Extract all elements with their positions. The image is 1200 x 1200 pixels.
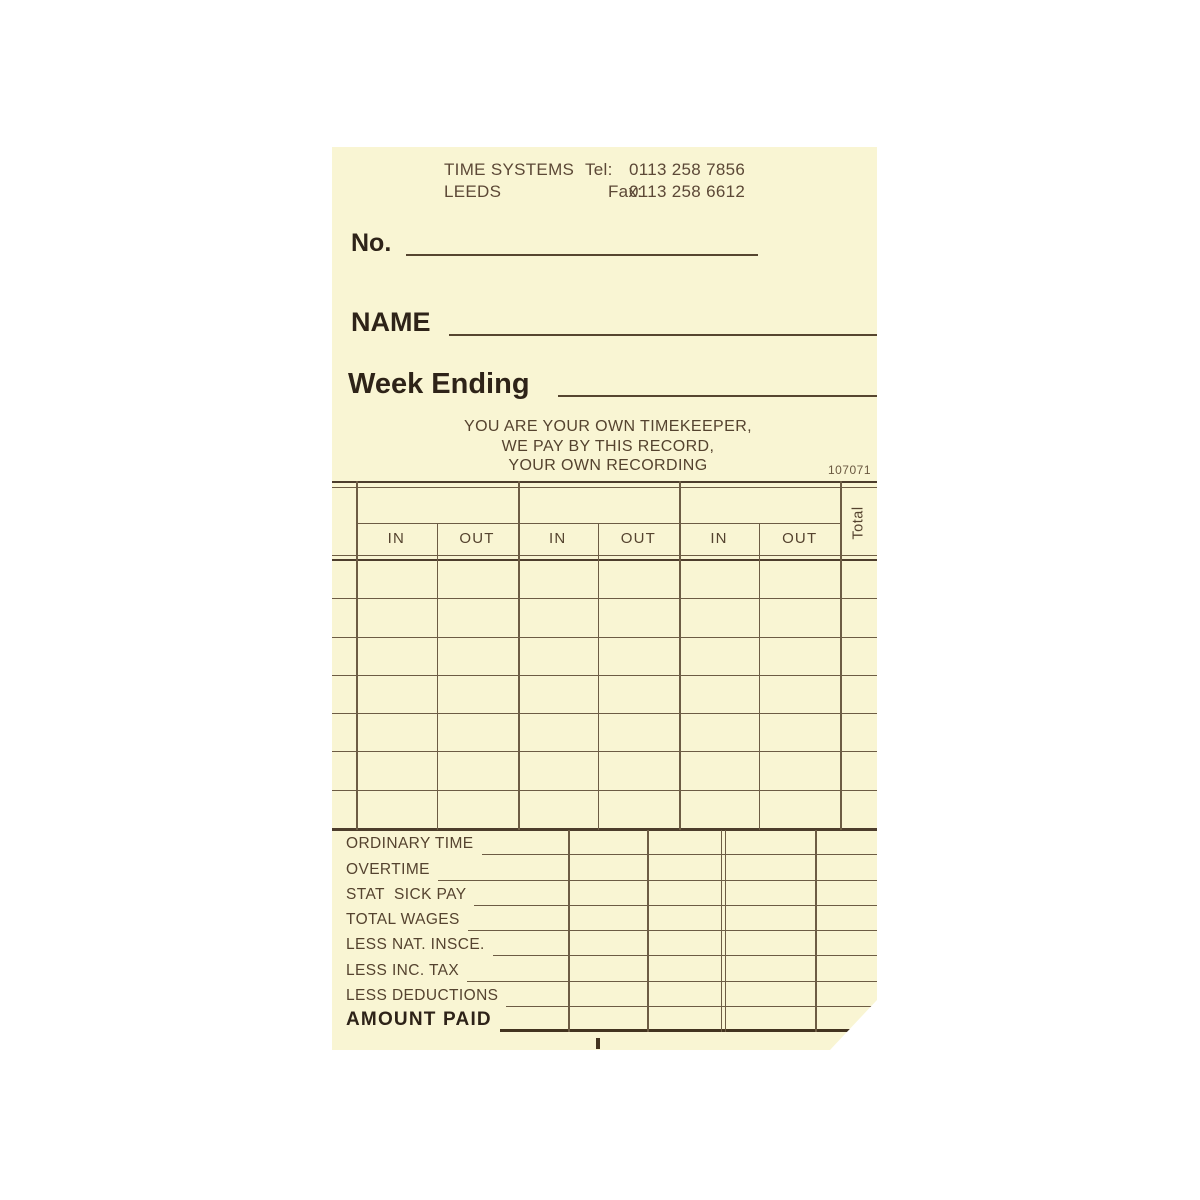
- summary-column-double-line: [724, 830, 726, 1032]
- serial-number: 107071: [827, 463, 871, 477]
- summary-column-line: [647, 830, 649, 1032]
- summary-write-in-line: [467, 906, 877, 931]
- table-row-line: [332, 598, 877, 600]
- name-field-line: [449, 334, 877, 336]
- tagline: YOU ARE YOUR OWN TIMEKEEPER, WE PAY BY T…: [422, 417, 794, 476]
- table-inout-divider-line: [437, 523, 439, 830]
- table-top-line-inner: [332, 486, 877, 488]
- table-inout-divider-line: [759, 523, 761, 830]
- no-field-label: No.: [351, 229, 392, 257]
- summary-row-overtime: OVERTIME: [332, 855, 877, 881]
- table-column-line: [840, 481, 842, 830]
- summary-write-in-line: [506, 982, 877, 1007]
- company-city: LEEDS: [444, 182, 502, 201]
- summary-row-less-inc-tax: LESS INC. TAX: [332, 956, 877, 982]
- summary-label-amount-paid: AMOUNT PAID: [346, 1009, 492, 1030]
- summary-write-in-line: [481, 830, 877, 856]
- table-column-line: [356, 481, 358, 830]
- table-bottom-line: [332, 828, 877, 831]
- table-column-headers: IN OUT IN OUT IN OUT: [356, 522, 840, 555]
- table-header-bottom-inner: [332, 555, 877, 557]
- table-inout-divider-line: [598, 523, 600, 830]
- table-header-bottom-outer: [332, 559, 877, 562]
- total-column-label: Total: [850, 506, 867, 540]
- summary-column-double-line: [720, 830, 722, 1032]
- total-column-header: Total: [840, 487, 877, 559]
- summary-label: OVERTIME: [346, 860, 430, 878]
- col-header-in: IN: [548, 530, 567, 547]
- company-name: TIME SYSTEMS: [444, 160, 575, 179]
- summary-write-in-line: [474, 881, 877, 906]
- summary-column-line: [815, 830, 817, 1032]
- tagline-line-2: WE PAY BY THIS RECORD,: [501, 437, 715, 455]
- summary-row-less-deductions: LESS DEDUCTIONS: [332, 982, 877, 1007]
- summary-label: ORDINARY TIME: [346, 835, 474, 853]
- summary-label: LESS INC. TAX: [346, 961, 460, 979]
- summary-write-in-line: [499, 1007, 877, 1032]
- table-top-line-outer: [332, 481, 877, 484]
- tel-value: 0113 258 7856: [629, 160, 746, 179]
- summary-row-less-nat-insce: LESS NAT. INSCE.: [332, 931, 877, 957]
- col-header-in: IN: [710, 530, 728, 547]
- summary-row-stat-sick-pay: STAT SICK PAY: [332, 881, 877, 906]
- col-header-out: OUT: [782, 530, 818, 547]
- summary-row-amount-paid: AMOUNT PAID: [332, 1007, 877, 1032]
- table-row-line: [332, 675, 877, 677]
- col-header-out: OUT: [459, 530, 495, 547]
- tel-label: Tel:: [585, 160, 613, 179]
- fax-label: Fax:: [608, 182, 643, 201]
- table-row-line: [332, 751, 877, 753]
- table-column-line: [518, 481, 520, 830]
- summary-column-line: [568, 830, 570, 1032]
- no-field-line: [406, 254, 758, 257]
- summary-label: TOTAL WAGES: [346, 911, 460, 928]
- registration-tick-mark: [596, 1038, 600, 1049]
- table-row-line: [332, 713, 877, 715]
- summary-label: LESS DEDUCTIONS: [346, 986, 499, 1004]
- tagline-line-3: YOUR OWN RECORDING: [508, 457, 708, 474]
- summary-label: STAT SICK PAY: [346, 885, 467, 903]
- week-ending-field-line: [558, 395, 877, 397]
- summary-row-ordinary-time: ORDINARY TIME: [332, 830, 877, 856]
- week-ending-field-label: Week Ending: [348, 368, 530, 400]
- summary-label: LESS NAT. INSCE.: [346, 936, 485, 954]
- table-row-line: [332, 637, 877, 639]
- table-row-line: [332, 790, 877, 792]
- time-card: TIME SYSTEMS Tel: 0113 258 7856 LEEDS Fa…: [332, 147, 877, 1050]
- col-header-in: IN: [387, 530, 406, 547]
- summary-write-in-line: [467, 956, 877, 982]
- name-field-label: NAME: [351, 307, 431, 337]
- summary-row-total-wages: TOTAL WAGES: [332, 906, 877, 931]
- table-column-line: [679, 481, 681, 830]
- col-header-out: OUT: [620, 530, 656, 547]
- tagline-line-1: YOU ARE YOUR OWN TIMEKEEPER,: [464, 418, 752, 435]
- summary-section: ORDINARY TIME OVERTIME STAT SICK PAY TOT…: [332, 830, 877, 1032]
- summary-write-in-line: [492, 931, 877, 957]
- summary-write-in-line: [437, 855, 877, 881]
- fax-value: 0113 258 6612: [629, 182, 746, 201]
